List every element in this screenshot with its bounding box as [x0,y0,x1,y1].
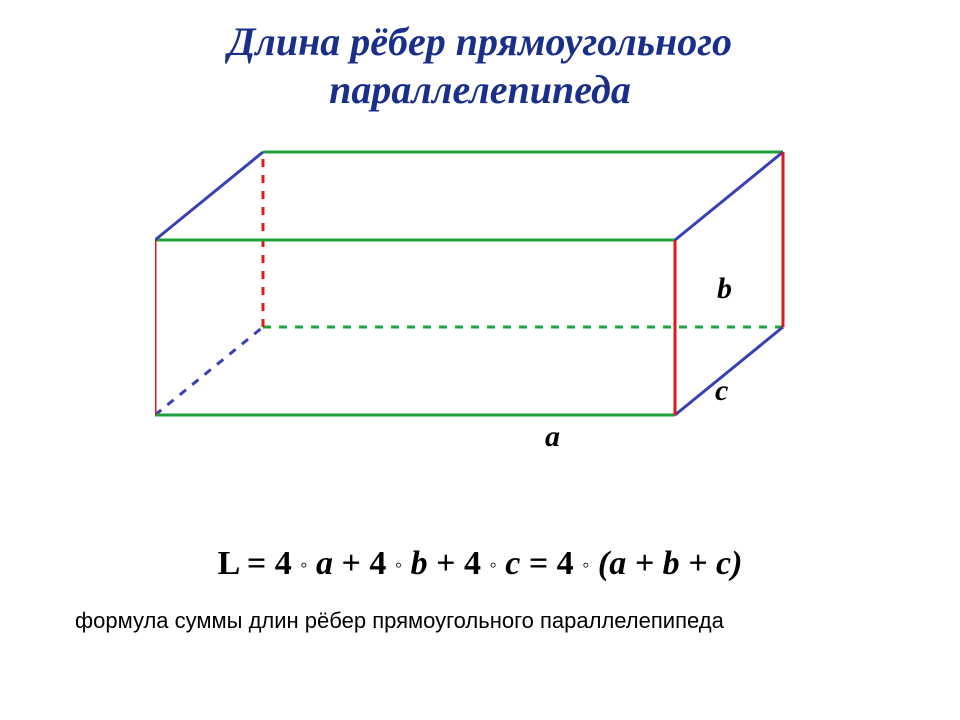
title-line-2: параллелепипеда [0,66,960,113]
edge-label-b: b [717,272,732,306]
formula-a: a [316,545,333,582]
formula-plus1: + 4 [342,545,387,582]
formula-b: b [411,545,428,582]
formula-L: L = 4 [218,545,292,582]
formula-eq4: = 4 [529,545,574,582]
dot-4: ◦ [582,555,589,577]
parallelepiped-diagram: a b c [155,150,795,420]
dot-3: ◦ [489,555,496,577]
formula-plus2: + 4 [436,545,481,582]
edge-label-c: c [715,374,728,408]
dot-2: ◦ [395,555,402,577]
edge-label-a: a [545,420,560,454]
parallelepiped-svg [155,150,795,430]
dot-1: ◦ [300,555,307,577]
formula-c: c [505,545,520,582]
caption: формула суммы длин рёбер прямоугольного … [75,608,724,634]
formula: L = 4 ◦ a + 4 ◦ b + 4 ◦ c = 4 ◦ (a + b +… [0,545,960,583]
formula-paren: (a + b + c) [598,545,742,582]
slide-root: Длина рёбер прямоугольного параллелепипе… [0,0,960,720]
title-line-1: Длина рёбер прямоугольного [0,18,960,65]
